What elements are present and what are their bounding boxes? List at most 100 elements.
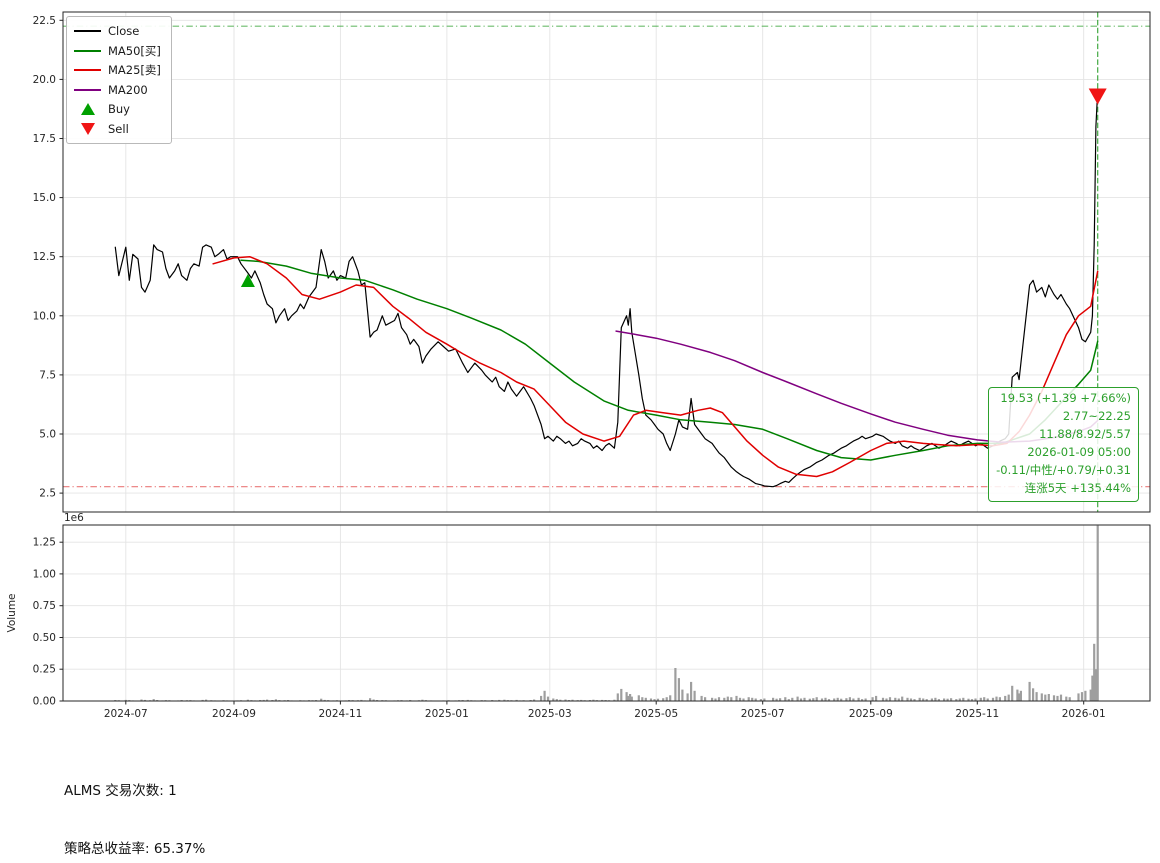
volume-bar — [1007, 694, 1010, 701]
volume-bar — [559, 699, 562, 701]
annotation-range: 2.77~22.25 — [1062, 408, 1131, 423]
volume-bar — [1096, 525, 1099, 701]
volume-bar — [1059, 694, 1063, 701]
legend-label-sell: Sell — [108, 121, 129, 136]
volume-bar — [803, 697, 806, 701]
stat-strategy-return: 策略总收益率: 65.37% — [64, 840, 206, 857]
volume-bar — [693, 690, 696, 701]
volume-bar — [901, 696, 904, 701]
volume-bar — [779, 698, 782, 701]
volume-bar — [784, 697, 787, 701]
volume-bar — [1091, 675, 1094, 701]
x-tick-label: 2025-11 — [955, 708, 999, 720]
volume-bar — [974, 698, 977, 701]
volume-bar — [943, 698, 946, 701]
volume-tick-label: 0.25 — [33, 664, 56, 676]
buy-marker — [240, 274, 255, 287]
volume-bar — [552, 698, 555, 701]
annotation-ma-values: 11.88/8.92/5.57 — [1039, 426, 1131, 441]
volume-bar — [266, 699, 269, 701]
volume-bar — [1035, 692, 1038, 701]
volume-bar — [897, 698, 900, 701]
volume-bar — [625, 692, 628, 701]
volume-bar — [1065, 696, 1068, 701]
volume-tick-label: 1.25 — [33, 537, 56, 549]
legend-item-close: Close — [74, 23, 161, 40]
volume-ylabel: Volume — [6, 593, 18, 632]
volume-bar — [1052, 695, 1056, 701]
volume-bar — [571, 699, 574, 701]
volume-bar — [888, 697, 892, 701]
volume-bar — [274, 699, 277, 701]
volume-bar — [246, 699, 249, 701]
legend-label-ma25: MA25[卖] — [108, 63, 161, 78]
volume-bar — [894, 697, 897, 701]
volume-bar — [815, 697, 818, 701]
ma25-line — [212, 255, 1099, 478]
volume-bar — [555, 699, 558, 701]
close-line — [114, 89, 1099, 488]
volume-bar — [983, 697, 986, 701]
legend-item-ma200: MA200 — [74, 82, 161, 99]
volume-bar — [857, 697, 860, 701]
volume-bar — [1004, 695, 1007, 701]
volume-bar — [540, 695, 543, 701]
volume-bar — [730, 697, 733, 701]
volume-tick-label: 1.00 — [33, 568, 56, 580]
volume-bar — [909, 698, 913, 701]
volume-bar — [1056, 695, 1059, 701]
volume-bar — [627, 695, 630, 701]
volume-bar — [995, 696, 998, 701]
volume-bar — [700, 695, 703, 701]
volume-bar — [124, 699, 127, 701]
volume-bar — [1047, 694, 1050, 701]
volume-bar — [871, 697, 874, 701]
volume-bar — [503, 699, 506, 701]
volume-bar — [979, 697, 982, 701]
volume-bar — [913, 699, 916, 701]
x-tick-label: 2025-01 — [425, 708, 469, 720]
volume-bar — [796, 696, 799, 701]
legend-item-buy: Buy — [74, 101, 161, 118]
volume-bar — [1018, 693, 1021, 701]
volume-bar — [791, 697, 794, 701]
volume-bar — [498, 699, 501, 701]
volume-bar — [1032, 688, 1035, 701]
volume-bar — [775, 698, 778, 701]
volume-bar — [735, 695, 738, 701]
volume-bar — [848, 697, 851, 701]
volume-tick-label: 0.75 — [33, 600, 56, 612]
volume-bar — [630, 696, 633, 701]
price-tick-label: 15.0 — [33, 192, 56, 204]
volume-bar — [665, 697, 668, 701]
volume-bar — [592, 699, 595, 701]
volume-bar — [962, 697, 965, 701]
annotation-datetime: 2026-01-09 05:00 — [1027, 444, 1131, 459]
legend-label-close: Close — [108, 24, 140, 39]
x-tick-label: 2025-09 — [849, 708, 893, 720]
volume-bar — [918, 697, 921, 701]
x-tick-label: 2024-09 — [212, 708, 256, 720]
volume-bar — [852, 698, 855, 701]
volume-bar — [970, 699, 974, 701]
volume-bar — [930, 698, 933, 701]
volume-tick-label: 0.00 — [33, 696, 56, 708]
volume-bar — [925, 699, 928, 701]
price-tick-label: 12.5 — [33, 251, 56, 263]
volume-bar — [620, 688, 623, 701]
volume-bar — [205, 699, 208, 701]
volume-bar — [262, 699, 265, 701]
price-tick-label: 17.5 — [33, 133, 56, 145]
volume-bar — [641, 697, 644, 701]
volume-bar — [747, 697, 750, 701]
volume-bar — [1093, 643, 1096, 701]
volume-bar — [950, 698, 953, 701]
volume-bar — [653, 699, 656, 701]
volume-bar — [1016, 689, 1019, 701]
volume-bar — [601, 699, 604, 701]
volume-bar — [820, 698, 824, 701]
price-tick-label: 2.5 — [39, 488, 56, 500]
ma50-line-sample — [74, 49, 101, 52]
volume-bar — [967, 698, 970, 701]
sell-marker — [1088, 88, 1107, 105]
